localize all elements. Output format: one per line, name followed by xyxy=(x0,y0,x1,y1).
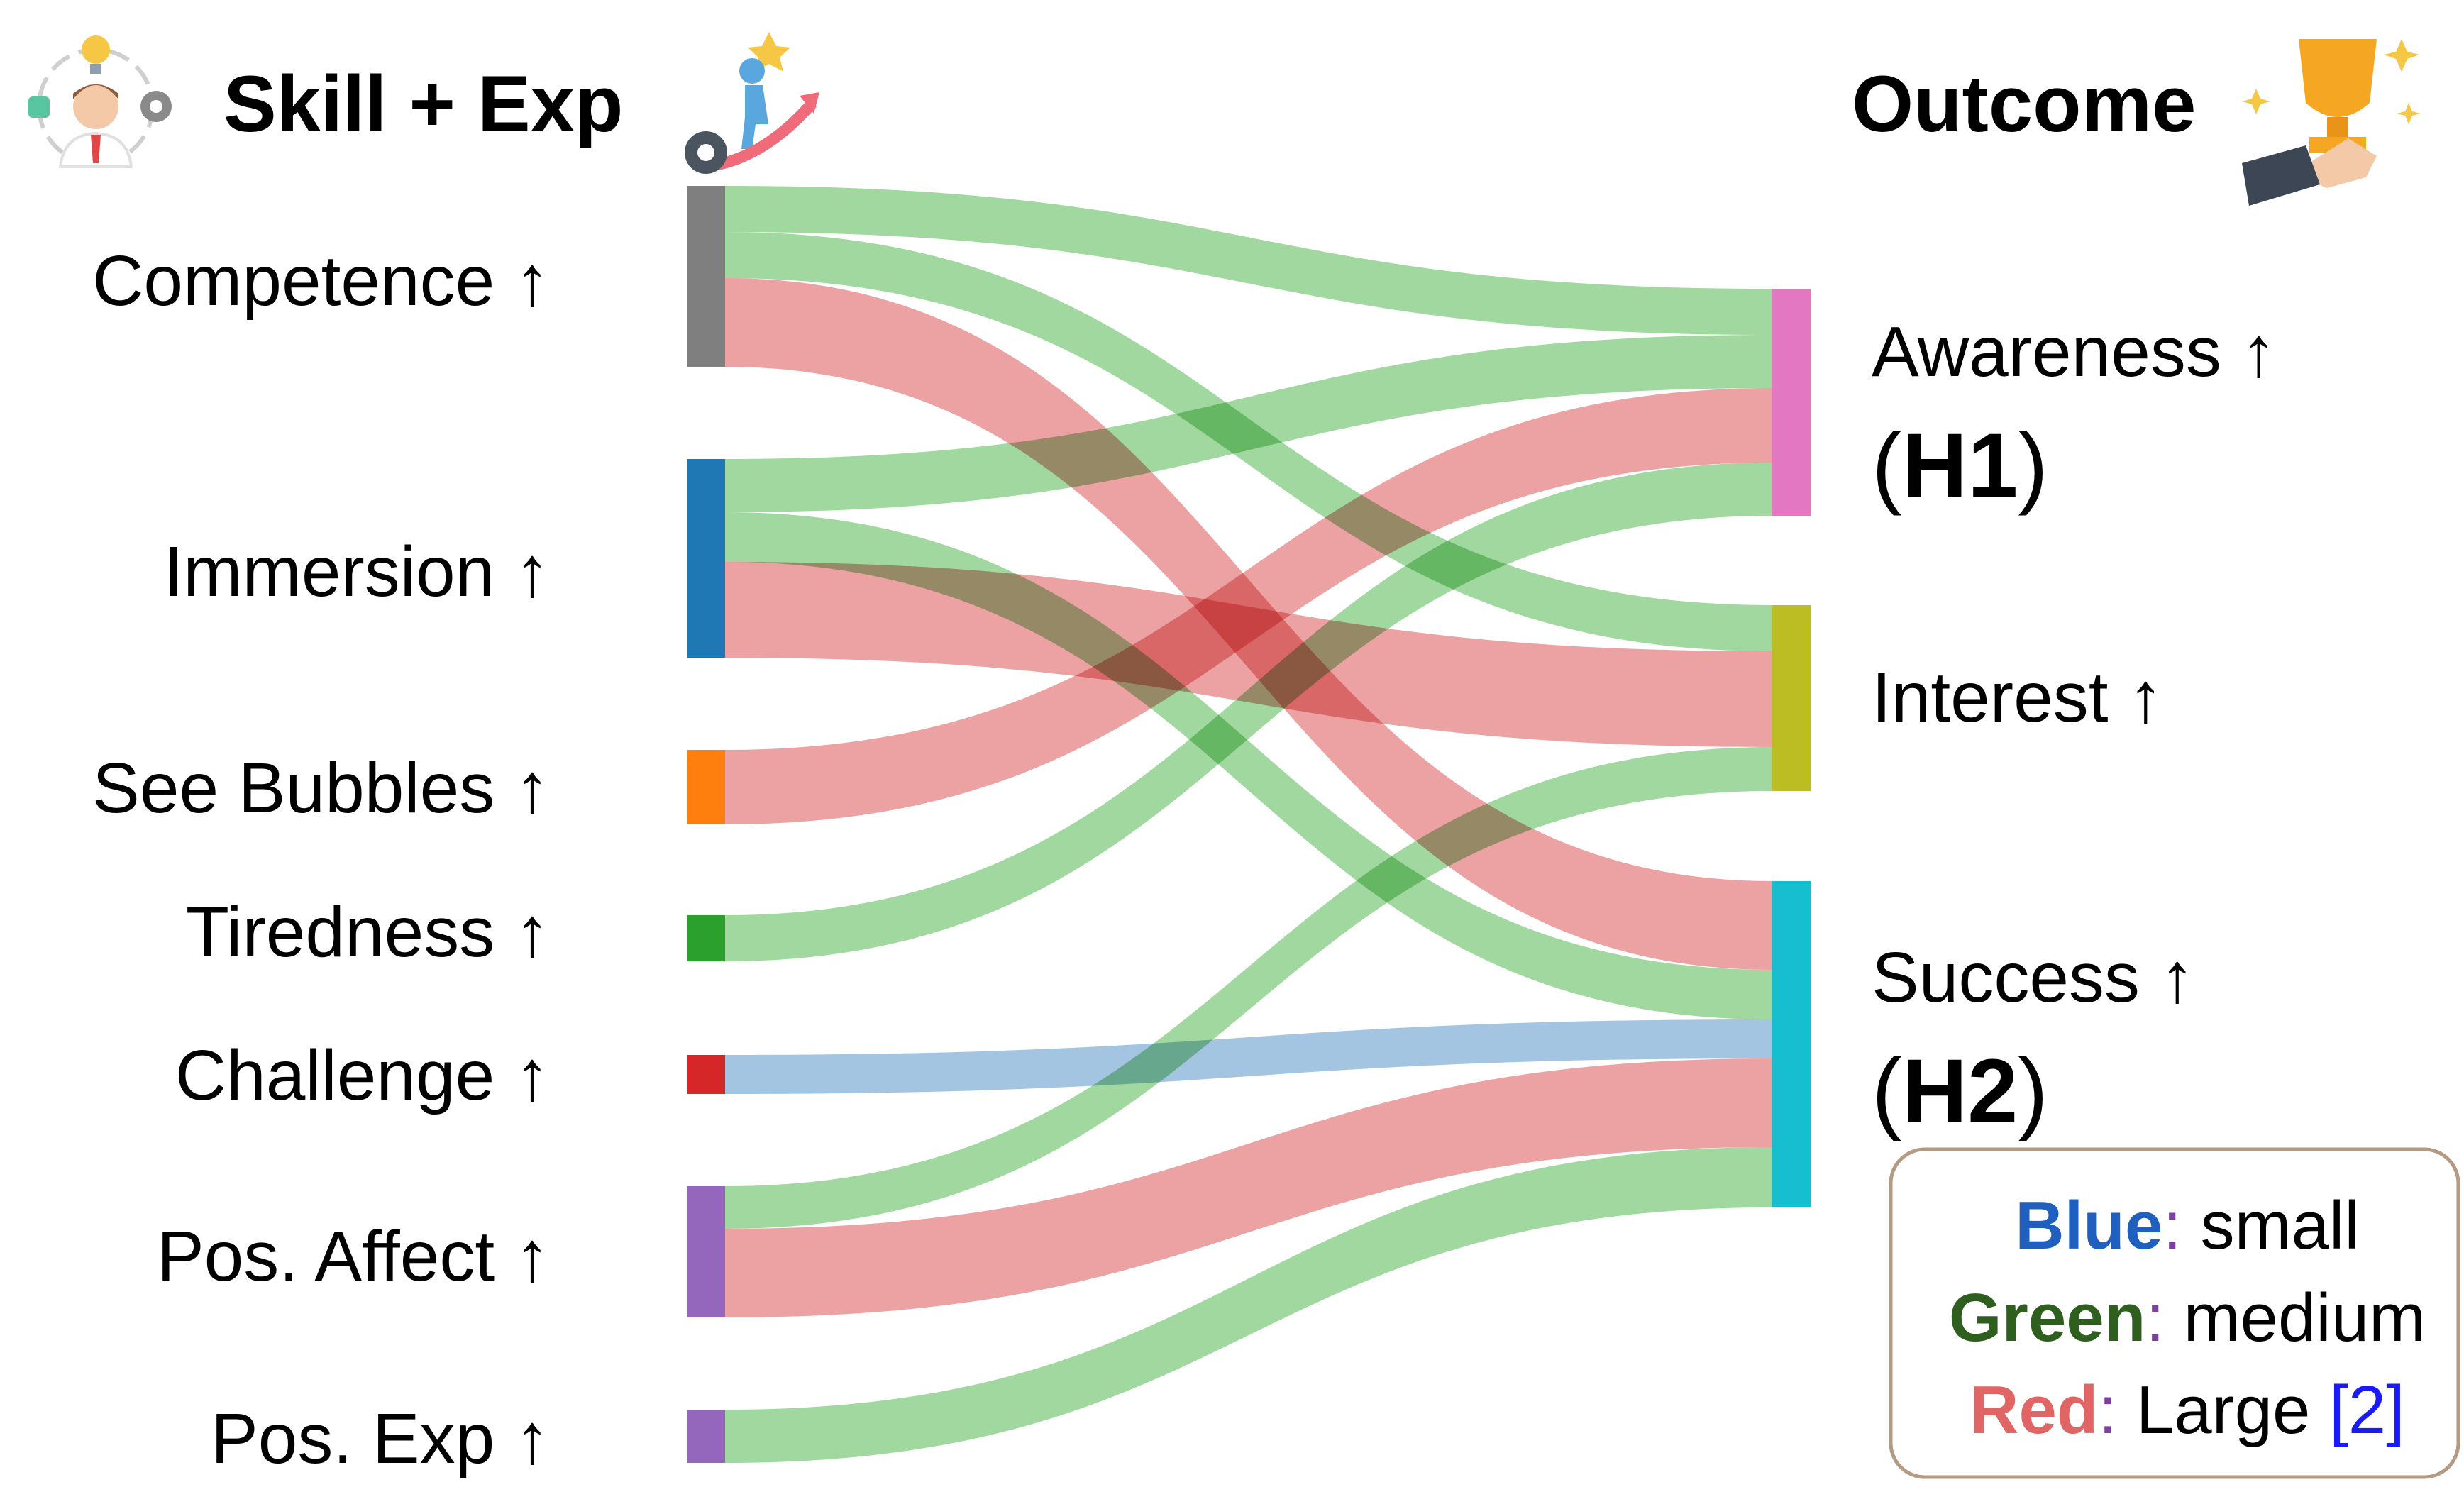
source-label-pos-affect: Pos. Affect ↑ xyxy=(157,1217,550,1296)
link-immersion-to-success xyxy=(725,512,1772,1019)
target-label-success: Success ↑ xyxy=(1872,938,2195,1017)
source-label-see-bubbles: See Bubbles ↑ xyxy=(92,748,550,828)
left-header: Skill + Exp xyxy=(223,60,623,148)
source-label-challenge: Challenge ↑ xyxy=(175,1036,550,1115)
link-challenge-to-success xyxy=(725,1019,1772,1094)
link-see-bubbles-to-awareness xyxy=(725,388,1772,824)
effect-size-legend: Blue: small Green: medium Red: Large [2] xyxy=(1889,1147,2460,1479)
source-node-tiredness xyxy=(687,915,725,961)
team-person-icon xyxy=(28,35,172,168)
legend-row-large: Red: Large [2] xyxy=(1969,1372,2405,1448)
source-label-immersion: Immersion ↑ xyxy=(163,532,550,612)
links-layer xyxy=(725,186,1772,1463)
source-label-pos-exp: Pos. Exp ↑ xyxy=(211,1399,550,1478)
link-immersion-to-interest xyxy=(725,562,1772,747)
target-node-interest xyxy=(1772,605,1811,791)
target-node-success xyxy=(1772,881,1811,1207)
link-tiredness-to-awareness xyxy=(725,463,1772,961)
source-label-tiredness: Tiredness ↑ xyxy=(186,892,550,972)
target-node-awareness xyxy=(1772,289,1811,516)
nodes-layer xyxy=(687,186,1811,1463)
source-node-competence xyxy=(687,186,725,367)
link-immersion-to-awareness xyxy=(725,335,1772,512)
link-competence-to-awareness xyxy=(725,186,1772,335)
trophy-hand-icon xyxy=(2242,39,2421,206)
source-label-competence: Competence ↑ xyxy=(92,241,550,321)
legend-row-small: Blue: small xyxy=(2015,1188,2359,1264)
link-pos-affect-to-success xyxy=(725,1058,1772,1317)
link-pos-affect-to-interest xyxy=(725,747,1772,1229)
source-node-see-bubbles xyxy=(687,750,725,824)
legend-row-medium: Green: medium xyxy=(1949,1280,2426,1356)
right-header: Outcome xyxy=(1852,60,2196,148)
target-label-awareness: Awareness ↑ xyxy=(1872,312,2277,392)
link-pos-exp-to-success xyxy=(725,1147,1772,1463)
source-node-challenge xyxy=(687,1055,725,1094)
target-label-interest: Interest ↑ xyxy=(1872,658,2163,737)
source-node-pos-exp xyxy=(687,1410,725,1463)
source-node-immersion xyxy=(687,459,725,658)
source-node-pos-affect xyxy=(687,1186,725,1317)
legend-box xyxy=(1889,1147,2460,1479)
hypothesis-h2: (H2) xyxy=(1872,1041,2048,1142)
hypothesis-h1: (H1) xyxy=(1872,415,2048,516)
climbing-success-icon xyxy=(685,32,819,174)
